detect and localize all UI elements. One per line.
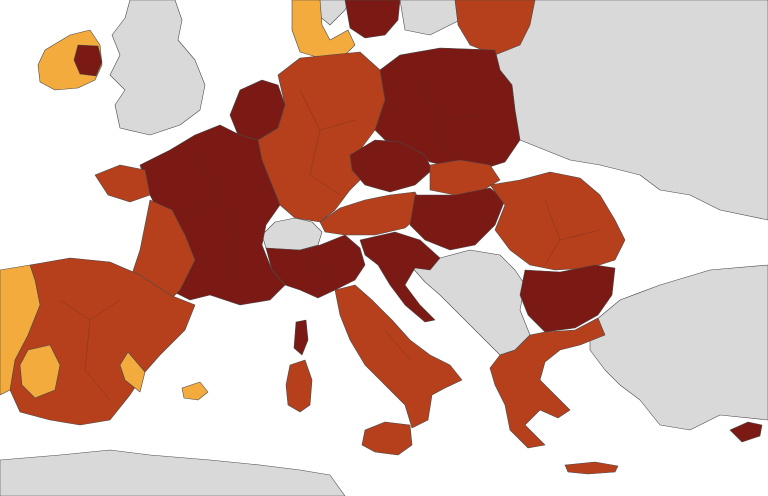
region-crete: [564, 461, 619, 475]
region-sweden-south: [344, 0, 401, 39]
region-madrid: [19, 344, 61, 399]
region-valencia: [119, 351, 146, 393]
region-portugal: [0, 264, 41, 396]
region-romania: [489, 171, 626, 271]
region-sardinia: [285, 359, 313, 413]
region-sicily: [361, 421, 413, 456]
region-slovenia-croatia: [359, 231, 441, 323]
region-slovakia: [429, 159, 501, 196]
region-bulgaria: [519, 264, 616, 333]
region-lithuania-latvia: [454, 0, 536, 56]
region-balearic: [181, 381, 209, 401]
region-united-kingdom: [109, 0, 206, 136]
region-hungary: [409, 187, 506, 251]
region-cyprus: [729, 421, 763, 443]
region-northern-ireland-area: [73, 44, 103, 77]
region-denmark: [291, 0, 356, 61]
region-poland: [374, 47, 521, 171]
region-greece: [489, 317, 606, 449]
region-brittany: [94, 164, 151, 203]
regional-borders: [59, 79, 601, 401]
region-czechia: [349, 139, 433, 193]
region-italy-south: [334, 284, 463, 429]
region-turkey: [589, 264, 768, 431]
region-north-africa: [0, 449, 346, 496]
region-corsica: [293, 319, 309, 356]
region-italy-north: [265, 234, 366, 299]
